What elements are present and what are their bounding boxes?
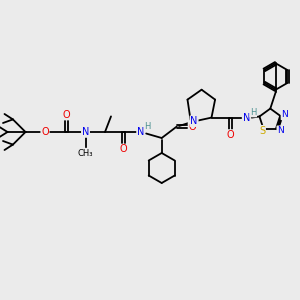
Text: N: N xyxy=(137,127,144,137)
Text: O: O xyxy=(188,122,196,132)
Text: O: O xyxy=(120,144,128,154)
Text: O: O xyxy=(41,127,49,137)
Text: N: N xyxy=(277,126,284,135)
Text: O: O xyxy=(226,130,234,140)
Text: H: H xyxy=(250,108,256,117)
Text: H: H xyxy=(144,122,151,131)
Text: N: N xyxy=(190,116,198,126)
Text: N: N xyxy=(243,112,250,123)
Text: CH₃: CH₃ xyxy=(78,148,93,158)
Text: N: N xyxy=(281,110,288,119)
Text: O: O xyxy=(62,110,70,120)
Text: N: N xyxy=(82,127,89,137)
Text: S: S xyxy=(259,126,265,136)
